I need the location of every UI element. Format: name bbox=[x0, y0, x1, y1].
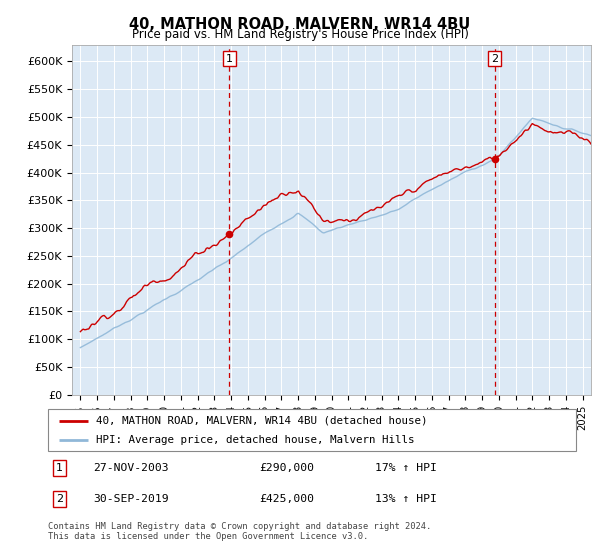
Text: 1: 1 bbox=[226, 54, 233, 63]
Text: £425,000: £425,000 bbox=[259, 494, 314, 503]
Text: Contains HM Land Registry data © Crown copyright and database right 2024.
This d: Contains HM Land Registry data © Crown c… bbox=[48, 522, 431, 542]
Text: 27-NOV-2003: 27-NOV-2003 bbox=[93, 463, 169, 473]
Text: 13% ↑ HPI: 13% ↑ HPI bbox=[376, 494, 437, 503]
Text: £290,000: £290,000 bbox=[259, 463, 314, 473]
Text: 2: 2 bbox=[491, 54, 498, 63]
Text: 17% ↑ HPI: 17% ↑ HPI bbox=[376, 463, 437, 473]
Text: 2: 2 bbox=[56, 494, 63, 503]
Text: 40, MATHON ROAD, MALVERN, WR14 4BU: 40, MATHON ROAD, MALVERN, WR14 4BU bbox=[130, 17, 470, 32]
Text: 1: 1 bbox=[56, 463, 63, 473]
Text: 40, MATHON ROAD, MALVERN, WR14 4BU (detached house): 40, MATHON ROAD, MALVERN, WR14 4BU (deta… bbox=[95, 416, 427, 426]
Text: 30-SEP-2019: 30-SEP-2019 bbox=[93, 494, 169, 503]
Text: Price paid vs. HM Land Registry's House Price Index (HPI): Price paid vs. HM Land Registry's House … bbox=[131, 28, 469, 41]
Text: HPI: Average price, detached house, Malvern Hills: HPI: Average price, detached house, Malv… bbox=[95, 435, 414, 445]
